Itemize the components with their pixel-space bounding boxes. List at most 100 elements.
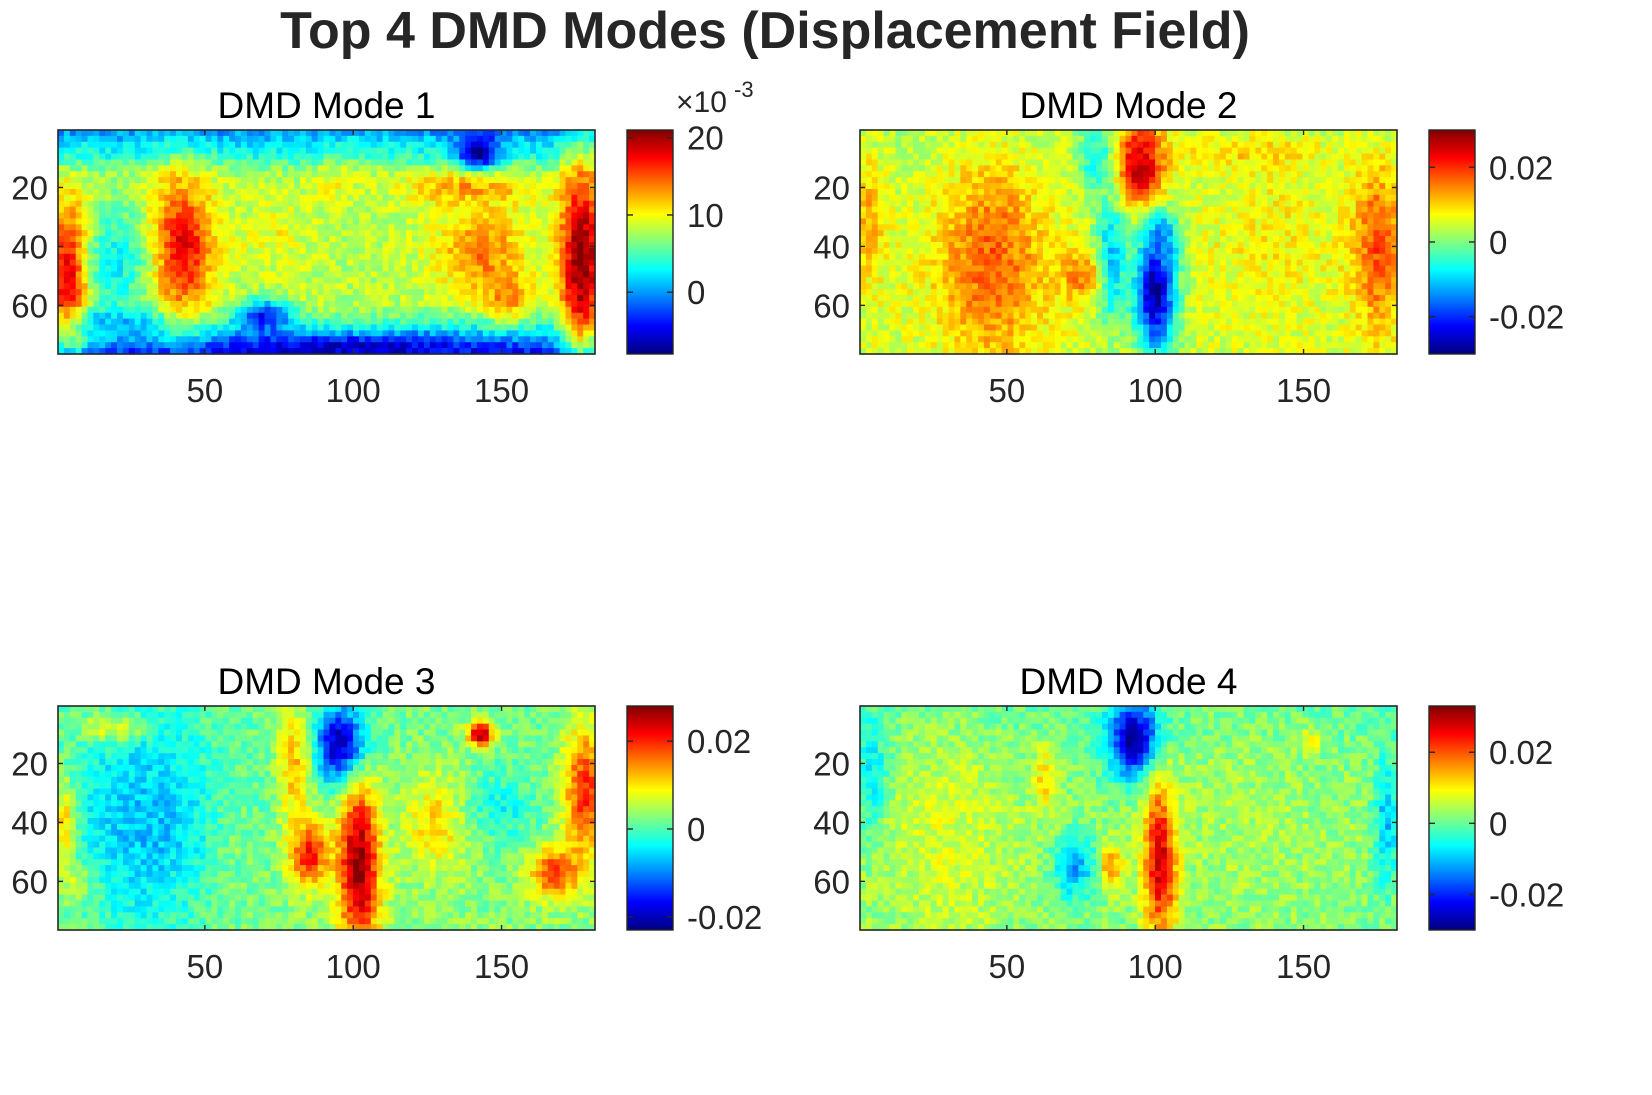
heatmap-cell — [949, 207, 956, 213]
heatmap-cell — [459, 159, 466, 165]
heatmap-cell — [1314, 195, 1321, 201]
heatmap-cell — [524, 142, 531, 148]
heatmap-cell — [542, 189, 549, 195]
heatmap-cell — [259, 136, 266, 142]
heatmap-cell — [913, 165, 920, 171]
heatmap-cell — [135, 177, 142, 183]
heatmap-cell — [501, 207, 508, 213]
heatmap-cell — [206, 307, 213, 313]
heatmap-cell — [501, 242, 508, 248]
heatmap-cell — [105, 236, 112, 242]
heatmap-cell — [247, 277, 254, 283]
heatmap-cell — [353, 159, 360, 165]
heatmap-cell — [943, 213, 950, 219]
heatmap-cell — [265, 195, 272, 201]
heatmap-cell — [424, 183, 431, 189]
heatmap-cell — [335, 254, 342, 260]
heatmap-cell — [318, 313, 325, 319]
heatmap-cell — [288, 230, 295, 236]
heatmap-cell — [530, 207, 537, 213]
heatmap-cell — [954, 195, 961, 201]
heatmap-cell — [1273, 165, 1280, 171]
heatmap-cell — [123, 142, 130, 148]
heatmap-cell — [288, 148, 295, 154]
heatmap-cell — [117, 159, 124, 165]
heatmap-cell — [164, 165, 171, 171]
heatmap-cell — [70, 171, 77, 177]
heatmap-cell — [99, 260, 106, 266]
heatmap-cell — [1013, 171, 1020, 177]
heatmap-cell — [335, 236, 342, 242]
heatmap-cell — [359, 189, 366, 195]
heatmap-cell — [1173, 189, 1180, 195]
heatmap-cell — [571, 277, 578, 283]
heatmap-cell — [152, 195, 159, 201]
heatmap-cell — [1179, 159, 1186, 165]
heatmap-cell — [194, 342, 201, 348]
heatmap-cell — [117, 295, 124, 301]
heatmap-cell — [1008, 218, 1015, 224]
heatmap-cell — [93, 136, 100, 142]
heatmap-cell — [353, 177, 360, 183]
heatmap-cell — [164, 230, 171, 236]
heatmap-cell — [919, 189, 926, 195]
heatmap-cell — [471, 336, 478, 342]
heatmap-cell — [477, 136, 484, 142]
heatmap-cell — [1303, 218, 1310, 224]
heatmap-cell — [895, 177, 902, 183]
heatmap-cell — [223, 313, 230, 319]
heatmap-cell — [412, 242, 419, 248]
heatmap-cell — [64, 218, 71, 224]
heatmap-cell — [152, 295, 159, 301]
heatmap-cell — [524, 165, 531, 171]
heatmap-cell — [866, 218, 873, 224]
heatmap-cell — [1108, 195, 1115, 201]
heatmap-cell — [1202, 159, 1209, 165]
heatmap-cell — [400, 248, 407, 254]
heatmap-cell — [1238, 154, 1245, 160]
heatmap-cell — [1267, 130, 1274, 136]
heatmap-cell — [1244, 136, 1251, 142]
heatmap-cell — [105, 319, 112, 325]
heatmap-cell — [872, 142, 879, 148]
heatmap-cell — [141, 195, 148, 201]
heatmap-cell — [158, 283, 165, 289]
heatmap-cell — [282, 195, 289, 201]
heatmap-cell — [76, 165, 83, 171]
heatmap-cell — [1061, 201, 1068, 207]
heatmap-cell — [453, 177, 460, 183]
heatmap-cell — [324, 154, 331, 160]
heatmap-cell — [223, 171, 230, 177]
heatmap-cell — [1367, 171, 1374, 177]
heatmap-cell — [329, 254, 336, 260]
heatmap-cell — [471, 165, 478, 171]
heatmap-cell — [554, 277, 561, 283]
heatmap-cell — [306, 266, 313, 272]
heatmap-cell — [512, 130, 519, 136]
heatmap-cell — [241, 159, 248, 165]
heatmap-cell — [949, 183, 956, 189]
heatmap-cell — [223, 218, 230, 224]
heatmap-cell — [176, 330, 183, 336]
heatmap-cell — [436, 330, 443, 336]
heatmap-cell — [542, 195, 549, 201]
heatmap-cell — [105, 289, 112, 295]
heatmap-cell — [447, 218, 454, 224]
heatmap-cell — [141, 271, 148, 277]
heatmap-cell — [353, 248, 360, 254]
heatmap-cell — [1120, 142, 1127, 148]
heatmap-cell — [93, 218, 100, 224]
heatmap-cell — [471, 136, 478, 142]
heatmap-cell — [135, 207, 142, 213]
heatmap-cell — [418, 177, 425, 183]
heatmap-cell — [1232, 136, 1239, 142]
heatmap-cell — [158, 307, 165, 313]
heatmap-cell — [93, 201, 100, 207]
heatmap-cell — [436, 301, 443, 307]
heatmap-cell — [176, 283, 183, 289]
heatmap-cell — [158, 260, 165, 266]
heatmap-cell — [542, 266, 549, 272]
heatmap-cell — [312, 148, 319, 154]
heatmap-cell — [459, 242, 466, 248]
heatmap-cell — [294, 154, 301, 160]
